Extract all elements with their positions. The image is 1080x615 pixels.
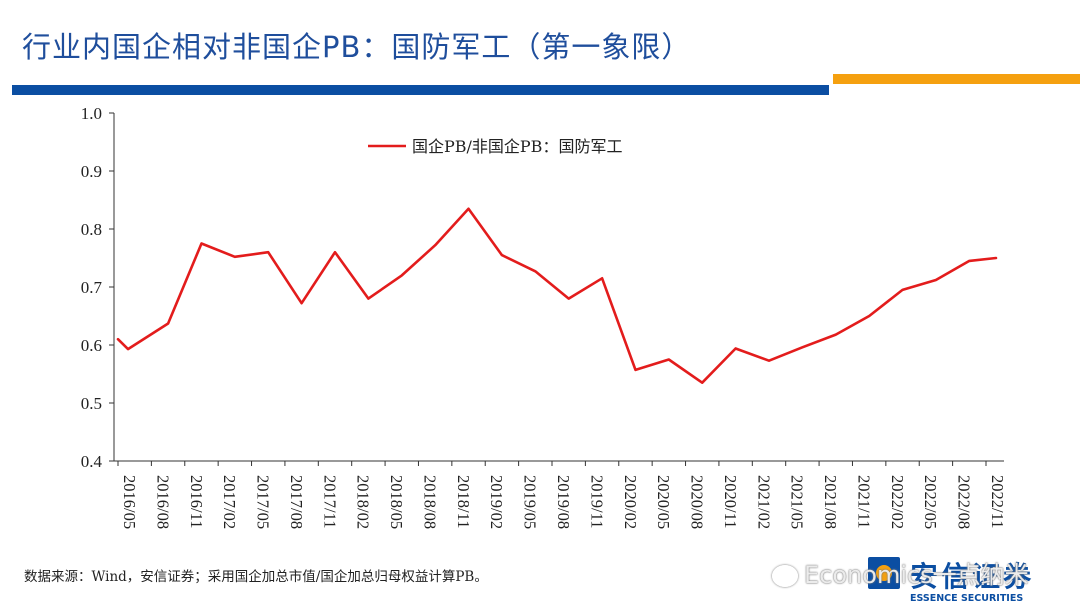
page-title: 行业内国企相对非国企PB：国防军工（第一象限） bbox=[22, 30, 692, 64]
logo-chinese-name: 安信证券 bbox=[910, 560, 1035, 593]
x-tick-label: 2016/05 bbox=[120, 475, 139, 529]
x-tick-label: 2019/11 bbox=[587, 475, 606, 528]
legend-label: 国企PB/非国企PB：国防军工 bbox=[412, 137, 622, 156]
x-tick-label: 2018/05 bbox=[387, 475, 406, 529]
x-tick-label: 2020/02 bbox=[621, 475, 640, 529]
x-tick-label: 2019/05 bbox=[521, 475, 540, 529]
x-tick-label: 2022/02 bbox=[888, 475, 907, 529]
watermark-text: Economics一点纳米 bbox=[804, 561, 1029, 589]
x-tick-label: 2017/11 bbox=[320, 475, 339, 528]
x-tick-label: 2016/08 bbox=[153, 475, 172, 529]
x-tick-label: 2020/08 bbox=[688, 475, 707, 529]
x-tick-label: 2020/05 bbox=[654, 475, 673, 529]
x-tick-label: 2021/02 bbox=[754, 475, 773, 529]
x-tick-label: 2022/11 bbox=[988, 475, 1007, 528]
x-tick-label: 2018/02 bbox=[354, 475, 373, 529]
series-line bbox=[116, 207, 998, 385]
y-tick-label: 0.6 bbox=[81, 336, 102, 355]
essence-securities-logo: 安信证券 ESSENCE SECURITIES bbox=[868, 553, 1068, 611]
x-tick-label: 2018/08 bbox=[420, 475, 439, 529]
x-tick-label: 2021/08 bbox=[821, 475, 840, 529]
x-tick-label: 2022/05 bbox=[921, 475, 940, 529]
y-tick-label: 0.8 bbox=[81, 220, 102, 239]
wechat-watermark: Economics一点纳米 bbox=[772, 555, 1029, 590]
x-tick-label: 2020/11 bbox=[721, 475, 740, 528]
y-tick-label: 0.4 bbox=[81, 452, 103, 471]
x-tick-label: 2016/11 bbox=[187, 475, 206, 528]
header-bar-blue bbox=[12, 85, 829, 95]
x-tick-label: 2021/11 bbox=[854, 475, 873, 528]
x-tick-label: 2017/05 bbox=[254, 475, 273, 529]
x-tick-label: 2017/02 bbox=[220, 475, 239, 529]
x-tick-label: 2019/08 bbox=[554, 475, 573, 529]
y-tick-label: 0.9 bbox=[81, 162, 102, 181]
x-tick-label: 2018/11 bbox=[454, 475, 473, 528]
y-tick-label: 0.7 bbox=[81, 278, 103, 297]
y-tick-label: 1.0 bbox=[81, 104, 102, 123]
logo-mark-icon bbox=[868, 557, 900, 589]
x-tick-label: 2022/08 bbox=[955, 475, 974, 529]
y-tick-label: 0.5 bbox=[81, 394, 102, 413]
source-note: 数据来源：Wind，安信证券；采用国企加总市值/国企加总归母权益计算PB。 bbox=[24, 569, 488, 585]
x-tick-label: 2021/05 bbox=[788, 475, 807, 529]
x-tick-label: 2017/08 bbox=[287, 475, 306, 529]
header-bar-orange bbox=[833, 74, 1080, 84]
logo-english-name: ESSENCE SECURITIES bbox=[910, 593, 1024, 604]
x-tick-label: 2019/02 bbox=[487, 475, 506, 529]
wechat-icon bbox=[772, 565, 798, 587]
